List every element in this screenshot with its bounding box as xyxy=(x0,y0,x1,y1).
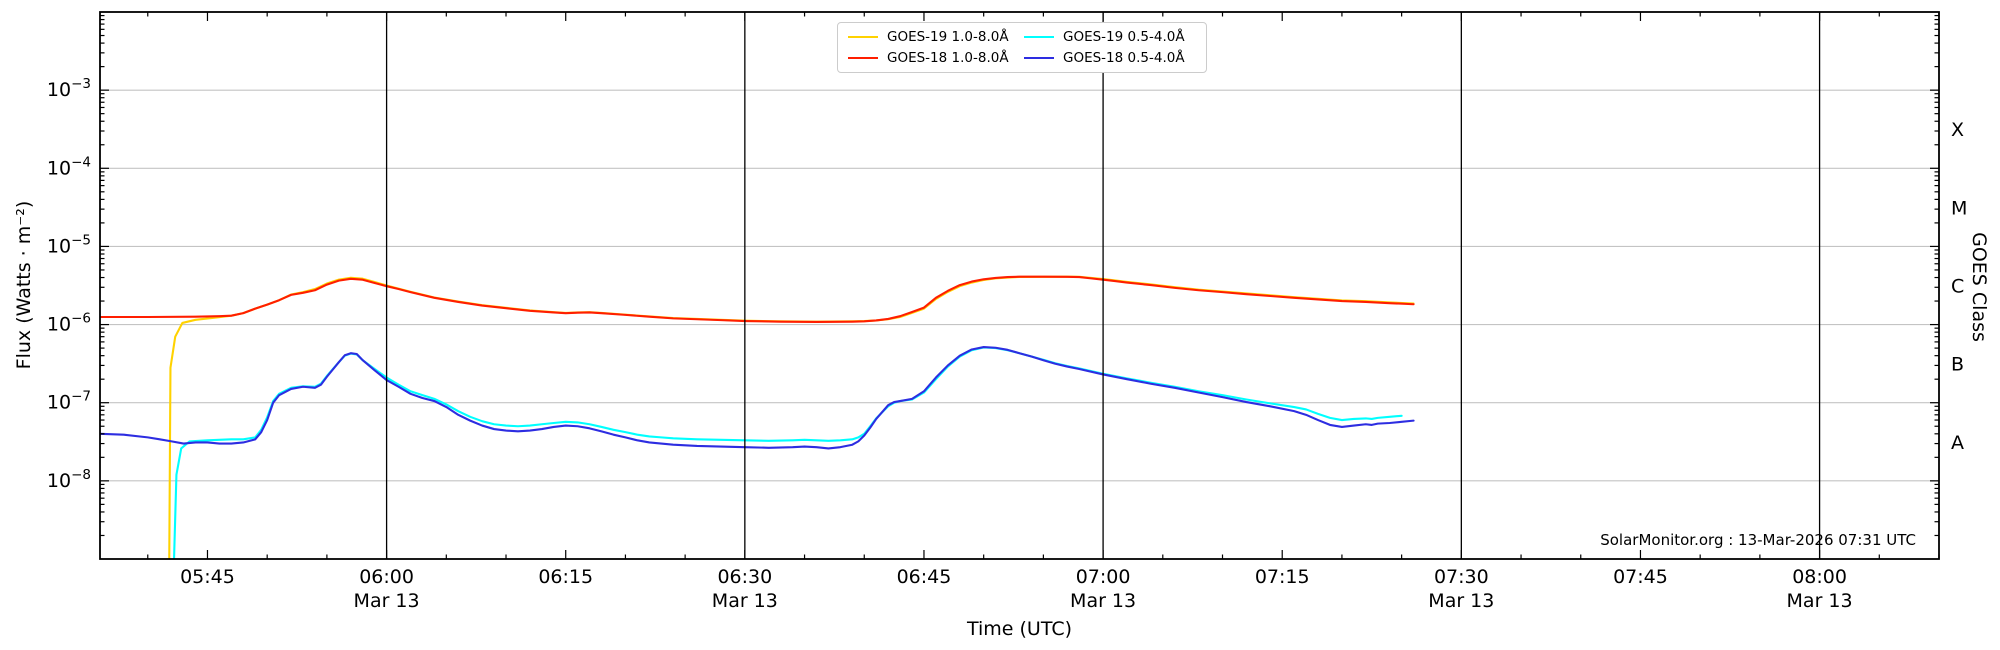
y-tick-label: 10−6 xyxy=(47,311,91,336)
x-tick-label: 06:15 xyxy=(538,566,593,588)
y-tick-label: 10−5 xyxy=(47,232,91,257)
legend-label: GOES-18 0.5-4.0Å xyxy=(1063,50,1185,66)
plot-border xyxy=(99,11,1940,560)
goes-class-letter: X xyxy=(1951,119,1964,141)
x-date-sublabel: Mar 13 xyxy=(1787,590,1853,612)
x-tick-label: 07:45 xyxy=(1613,566,1668,588)
x-tick-label: 08:00 xyxy=(1792,566,1847,588)
series-line-0 xyxy=(168,275,1415,559)
series-line-3 xyxy=(100,346,1415,450)
right-axis-label: GOES Class xyxy=(1968,232,1990,342)
x-tick-label: 07:00 xyxy=(1076,566,1131,588)
x-axis-label: Time (UTC) xyxy=(966,618,1073,640)
x-tick-label: 06:45 xyxy=(897,566,952,588)
legend-item: GOES-18 1.0-8.0Å xyxy=(848,50,1020,66)
legend-label: GOES-19 1.0-8.0Å xyxy=(887,29,1009,45)
x-date-sublabel: Mar 13 xyxy=(1428,590,1494,612)
legend-line-swatch xyxy=(1024,57,1054,59)
legend-item: GOES-19 1.0-8.0Å xyxy=(848,29,1020,45)
legend: GOES-19 1.0-8.0Å GOES-18 1.0-8.0Å GOES-1… xyxy=(837,22,1207,73)
legend-label: GOES-19 0.5-4.0Å xyxy=(1063,29,1185,45)
y-axis-label: Flux (Watts · m⁻²) xyxy=(13,200,35,370)
legend-line-swatch xyxy=(1024,36,1054,38)
legend-label: GOES-18 1.0-8.0Å xyxy=(887,50,1009,66)
legend-item: GOES-19 0.5-4.0Å xyxy=(1024,29,1196,45)
series-line-2 xyxy=(172,346,1403,559)
x-tick-label: 07:30 xyxy=(1434,566,1489,588)
x-date-sublabel: Mar 13 xyxy=(354,590,420,612)
x-date-sublabel: Mar 13 xyxy=(712,590,778,612)
x-tick-label: 07:15 xyxy=(1255,566,1310,588)
x-tick-label: 05:45 xyxy=(180,566,235,588)
y-tick-label: 10−3 xyxy=(47,76,91,101)
series-line-1 xyxy=(100,275,1415,324)
x-date-sublabel: Mar 13 xyxy=(1070,590,1136,612)
y-tick-label: 10−4 xyxy=(47,154,91,179)
goes-class-letter: C xyxy=(1951,276,1964,298)
legend-line-swatch xyxy=(848,57,878,59)
series-group xyxy=(100,275,1415,559)
y-tick-label: 10−8 xyxy=(47,467,91,492)
x-tick-label: 06:30 xyxy=(717,566,772,588)
legend-line-swatch xyxy=(848,36,878,38)
watermark-text: SolarMonitor.org : 13-Mar-2026 07:31 UTC xyxy=(1600,531,1916,549)
y-tick-label: 10−7 xyxy=(47,389,91,414)
goes-class-letter: B xyxy=(1951,354,1964,376)
goes-class-letter: A xyxy=(1951,432,1964,454)
goes-class-letter: M xyxy=(1951,197,1967,219)
x-tick-label: 06:00 xyxy=(359,566,414,588)
legend-item: GOES-18 0.5-4.0Å xyxy=(1024,50,1196,66)
